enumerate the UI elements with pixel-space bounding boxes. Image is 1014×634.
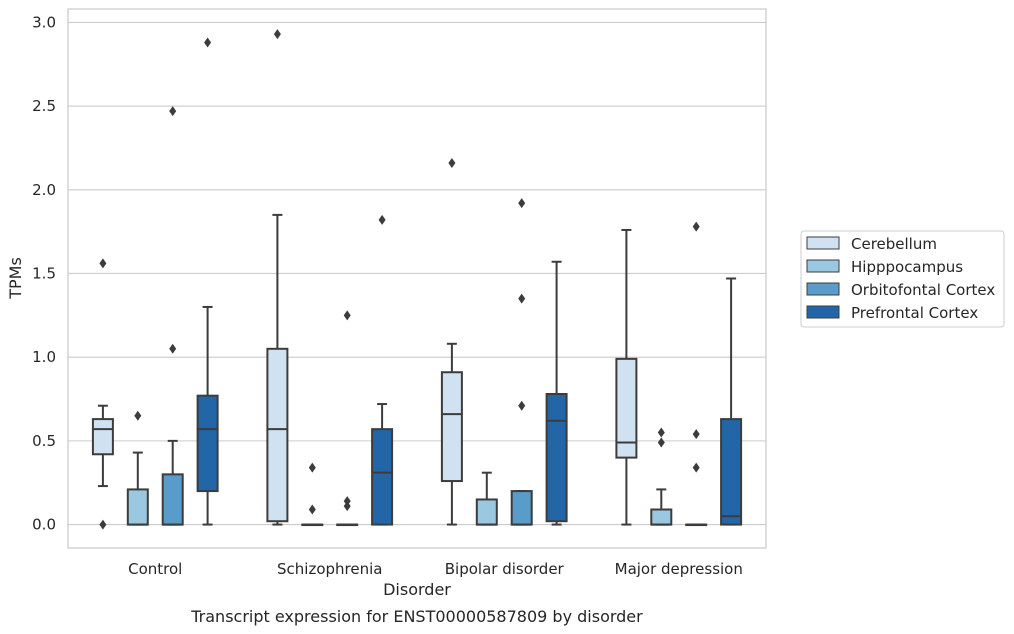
series-prefrontal-cortex bbox=[196, 37, 743, 526]
outlier-point bbox=[378, 214, 386, 225]
box bbox=[650, 508, 673, 526]
outlier-point bbox=[657, 427, 665, 438]
y-tick-label: 1.0 bbox=[32, 348, 56, 366]
y-tick-label: 2.0 bbox=[32, 181, 56, 199]
legend-frame bbox=[800, 230, 1005, 328]
legend-label: Orbitofontal Cortex bbox=[851, 281, 995, 299]
legend-label: Hipppocampus bbox=[851, 258, 963, 276]
outlier-point bbox=[204, 37, 212, 48]
outlier-point bbox=[169, 106, 177, 117]
series-orbitofontal-cortex bbox=[161, 106, 708, 527]
grid-lines bbox=[68, 21, 766, 526]
plot-frame bbox=[67, 8, 767, 549]
outlier-point bbox=[273, 29, 281, 40]
box bbox=[475, 498, 498, 526]
series-cerebellum bbox=[91, 29, 638, 530]
legend-label: Cerebellum bbox=[851, 235, 937, 253]
outlier-point bbox=[518, 198, 526, 209]
y-tick-labels: 0.0 0.5 1.0 1.5 2.0 2.5 3.0 bbox=[32, 13, 56, 533]
outlier-point bbox=[692, 429, 700, 440]
x-tick-label: Major depression bbox=[615, 560, 743, 578]
x-axis-title: Disorder bbox=[383, 580, 451, 599]
outlier-point bbox=[308, 462, 316, 473]
outlier-point bbox=[99, 258, 107, 269]
box bbox=[720, 418, 743, 526]
outlier-point bbox=[343, 501, 351, 512]
y-tick-label: 3.0 bbox=[32, 13, 56, 31]
outlier-point bbox=[99, 519, 107, 530]
y-tick-label: 0.0 bbox=[32, 516, 56, 534]
outlier-point bbox=[134, 410, 142, 421]
chart-caption: Transcript expression for ENST0000058780… bbox=[190, 607, 643, 626]
outlier-point bbox=[692, 462, 700, 473]
box bbox=[615, 357, 638, 459]
box bbox=[510, 490, 533, 526]
series-hipppocampus bbox=[126, 410, 673, 527]
box bbox=[161, 473, 184, 526]
outlier-point bbox=[518, 400, 526, 411]
y-tick-label: 0.5 bbox=[32, 432, 56, 450]
box bbox=[266, 347, 289, 523]
y-tick-label: 2.5 bbox=[32, 97, 56, 115]
legend-swatch bbox=[806, 259, 840, 273]
box bbox=[126, 488, 149, 526]
outlier-point bbox=[448, 158, 456, 168]
box bbox=[440, 371, 463, 483]
legend-swatch bbox=[806, 282, 840, 296]
y-axis-title: TPMs bbox=[6, 257, 25, 300]
legend: Cerebellum Hipppocampus Orbitofontal Corte… bbox=[800, 230, 1005, 328]
box bbox=[371, 428, 394, 526]
legend-swatch bbox=[806, 236, 840, 250]
x-tick-label: Control bbox=[128, 560, 182, 578]
outlier-point bbox=[308, 504, 316, 515]
x-tick-labels: Control Schizophrenia Bipolar disorder Majo… bbox=[128, 560, 743, 578]
box bbox=[91, 418, 114, 456]
outlier-point bbox=[692, 221, 700, 232]
outlier-point bbox=[343, 310, 351, 321]
legend-swatch bbox=[806, 305, 840, 319]
outlier-point bbox=[657, 437, 665, 448]
outlier-point bbox=[518, 293, 526, 304]
box-series bbox=[91, 29, 743, 530]
y-tick-label: 1.5 bbox=[32, 264, 56, 282]
x-tick-label: Bipolar disorder bbox=[445, 560, 565, 578]
outlier-point bbox=[169, 343, 177, 354]
x-tick-label: Schizophrenia bbox=[277, 560, 382, 578]
box bbox=[196, 394, 219, 493]
outlier-point bbox=[343, 496, 351, 507]
box bbox=[545, 393, 568, 523]
legend-label: Prefrontal Cortex bbox=[851, 304, 978, 322]
